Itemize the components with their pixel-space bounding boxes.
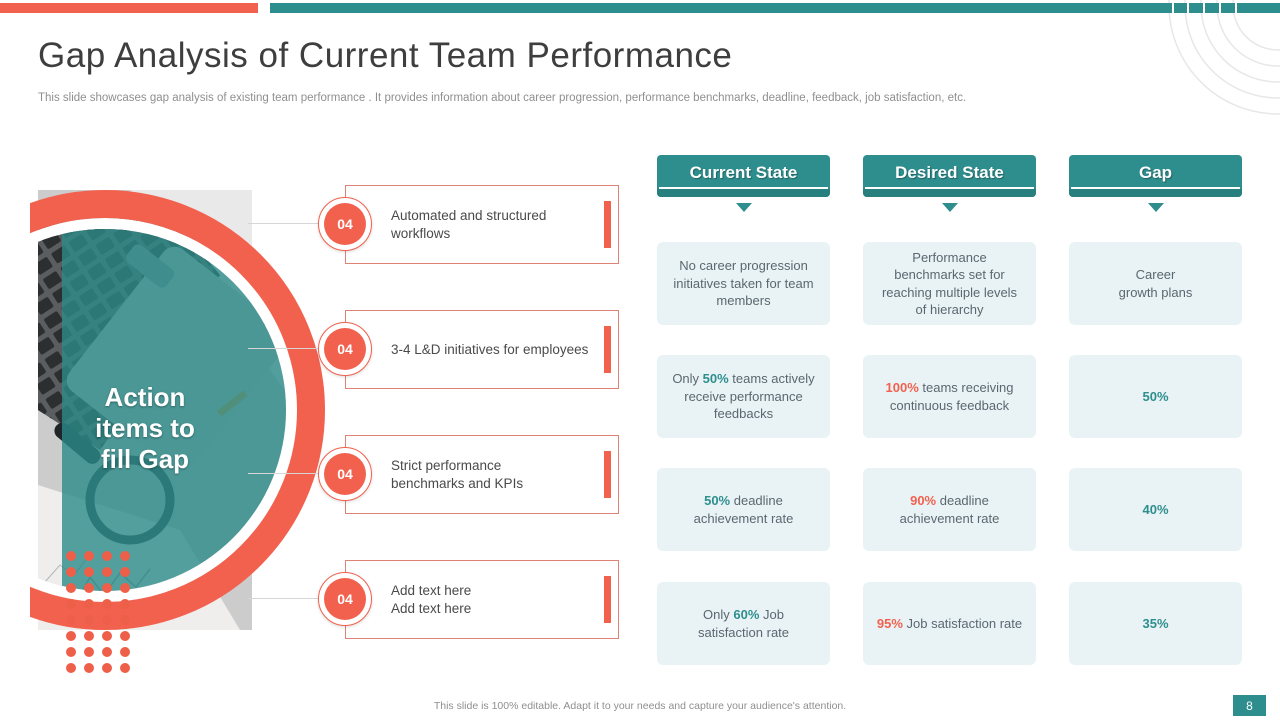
table-cell-text: Career growth plans: [1118, 267, 1193, 300]
column-header[interactable]: Current State: [657, 155, 830, 197]
page-subtitle: This slide showcases gap analysis of exi…: [38, 92, 967, 104]
table-cell[interactable]: 100% teams receiving continuous feedback: [863, 355, 1036, 438]
item-text-box[interactable]: Automated and structured workflows: [345, 185, 619, 264]
item-number-badge: 04: [318, 447, 372, 501]
item-text: Automated and structured workflows: [391, 207, 547, 241]
table-cell-text: 95% Job satisfaction rate: [876, 615, 1023, 631]
connector-line: [248, 473, 348, 474]
item-accent-bar: [604, 326, 611, 373]
page-number-badge: 8: [1233, 695, 1266, 716]
item-text-box[interactable]: Add text here Add text here: [345, 560, 619, 639]
table-cell-text: 35%: [1142, 615, 1169, 631]
top-bar-teal: [270, 3, 1280, 13]
table-cell[interactable]: Performance benchmarks set for reaching …: [863, 242, 1036, 325]
column-gap: Gap Career growth plans 50% 40% 35%: [1069, 155, 1242, 665]
table-cell[interactable]: 50%: [1069, 355, 1242, 438]
bar-tick: [1172, 3, 1174, 13]
table-cell-text: Only 50% teams actively receive performa…: [672, 371, 815, 422]
table-cell-text: 50%: [1142, 388, 1169, 404]
column-desired-state: Desired State Performance benchmarks set …: [863, 155, 1036, 665]
connector-line: [248, 348, 348, 349]
table-cell-text: 40%: [1142, 501, 1169, 517]
table-cell[interactable]: Only 60% Job satisfaction rate: [657, 582, 830, 665]
item-text: Add text here Add text here: [391, 582, 472, 616]
action-item: 3-4 L&D initiatives for employees 04: [0, 310, 640, 389]
item-text-box[interactable]: Strict performance benchmarks and KPIs: [345, 435, 619, 514]
chevron-down-icon: [735, 203, 752, 212]
item-accent-bar: [604, 576, 611, 623]
table-cell[interactable]: 35%: [1069, 582, 1242, 665]
table-cell-text: Performance benchmarks set for reaching …: [881, 249, 1018, 318]
item-text-box[interactable]: 3-4 L&D initiatives for employees: [345, 310, 619, 389]
graphic-caption: Action items to fill Gap: [95, 382, 195, 474]
item-number-badge: 04: [318, 322, 372, 376]
white-ring: [30, 218, 297, 602]
action-item: Add text here Add text here 04: [0, 560, 640, 639]
bar-tick: [1219, 3, 1221, 13]
item-number-badge: 04: [318, 572, 372, 626]
item-number-badge: 04: [318, 197, 372, 251]
item-number: 04: [324, 203, 366, 245]
table-cell[interactable]: 95% Job satisfaction rate: [863, 582, 1036, 665]
chevron-down-icon: [941, 203, 958, 212]
page-title: Gap Analysis of Current Team Performance: [38, 36, 733, 75]
table-cell[interactable]: Career growth plans: [1069, 242, 1242, 325]
table-cell[interactable]: 90% deadline achievement rate: [863, 468, 1036, 551]
bar-tick: [1187, 3, 1189, 13]
connector-line: [248, 223, 348, 224]
column-header-label: Gap: [1138, 163, 1173, 182]
action-item: Strict performance benchmarks and KPIs 04: [0, 435, 640, 514]
column-header[interactable]: Gap: [1069, 155, 1242, 197]
table-cell[interactable]: 50% deadline achievement rate: [657, 468, 830, 551]
table-cell-text: 50% deadline achievement rate: [693, 493, 794, 526]
photo-collage-graphic: [30, 185, 325, 673]
connector-line: [248, 598, 348, 599]
item-text: Strict performance benchmarks and KPIs: [391, 457, 524, 491]
table-cell[interactable]: Only 50% teams actively receive performa…: [657, 355, 830, 438]
table-cell[interactable]: No career progression initiatives taken …: [657, 242, 830, 325]
action-item: Automated and structured workflows 04: [0, 185, 640, 264]
item-text: 3-4 L&D initiatives for employees: [391, 341, 589, 357]
item-number: 04: [324, 453, 366, 495]
item-accent-bar: [604, 201, 611, 248]
table-cell-text: No career progression initiatives taken …: [673, 258, 814, 309]
column-header-label: Current State: [689, 163, 798, 182]
table-cell-text: 100% teams receiving continuous feedback: [885, 380, 1014, 413]
bar-tick: [1235, 3, 1237, 13]
table-cell[interactable]: 40%: [1069, 468, 1242, 551]
item-accent-bar: [604, 451, 611, 498]
table-cell-text: Only 60% Job satisfaction rate: [697, 607, 790, 640]
bar-tick: [1203, 3, 1205, 13]
column-header[interactable]: Desired State: [863, 155, 1036, 197]
column-current-state: Current State No career progression initi…: [657, 155, 830, 665]
footer-note: This slide is 100% editable. Adapt it to…: [433, 700, 847, 712]
top-bar-coral: [0, 3, 258, 13]
column-header-label: Desired State: [895, 163, 1004, 182]
dots-pattern: [66, 551, 130, 673]
corner-arcs-decoration: [1168, 0, 1280, 115]
item-number: 04: [324, 578, 366, 620]
chevron-down-icon: [1147, 203, 1164, 212]
table-cell-text: 90% deadline achievement rate: [899, 493, 1000, 526]
item-number: 04: [324, 328, 366, 370]
